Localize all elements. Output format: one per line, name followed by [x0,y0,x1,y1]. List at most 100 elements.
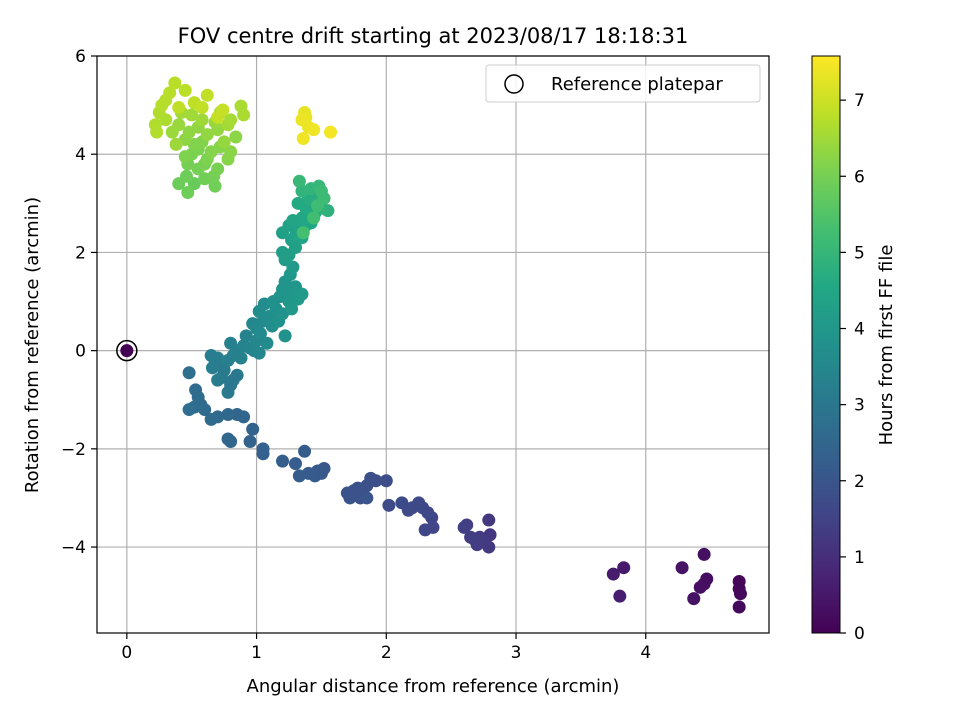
data-point [285,302,299,316]
x-tick-label: 4 [640,643,651,663]
data-point [693,580,707,594]
data-point [360,491,374,505]
data-point [246,422,260,436]
legend-label: Reference platepar [551,74,723,95]
y-axis-label: Rotation from reference (arcmin) [22,197,43,493]
data-point [260,336,274,350]
data-point [182,403,196,417]
data-point [239,329,253,343]
data-point [181,186,195,200]
data-point [208,179,222,193]
y-tick-label: 0 [75,342,86,362]
y-tick-label: 4 [75,145,86,165]
y-axis-ticks: −4 −2 0 2 4 6 [61,47,97,558]
data-point [217,135,231,149]
data-point [211,162,225,176]
data-point [613,589,627,603]
data-point [732,600,746,614]
legend-box [485,64,761,103]
data-point [296,131,310,145]
data-point [189,383,203,397]
x-tick-label: 3 [511,643,522,663]
data-point [276,454,290,468]
data-point [295,113,309,127]
data-point [675,561,689,575]
data-point [221,407,235,421]
y-tick-label: 2 [75,243,86,263]
y-tick-label: 6 [75,47,86,67]
data-point [234,351,248,365]
data-point [324,125,338,139]
data-point [278,329,292,343]
data-point [295,287,309,301]
data-point [253,326,267,340]
reference-platepar-marker [116,339,138,362]
data-point [169,137,183,151]
reference-data-point [120,344,134,358]
data-point [311,199,325,213]
data-points [148,76,747,614]
colorbar-ticks: 0 1 2 3 4 5 6 7 [840,91,865,644]
data-point [221,432,235,446]
data-point [150,125,164,139]
data-point [296,226,310,240]
data-point [733,587,747,601]
data-point [291,196,305,210]
x-tick-label: 1 [251,643,262,663]
data-point [292,469,306,483]
colorbar-tick-label: 0 [854,624,865,644]
data-point [379,474,393,488]
data-point [697,547,711,561]
data-point [204,412,218,426]
data-point [256,442,270,456]
colorbar-tick-label: 5 [854,243,865,263]
data-point [482,513,496,527]
y-tick-label: −4 [61,538,86,558]
data-point [178,83,192,97]
data-point [205,361,219,375]
colorbar-tick-label: 2 [854,472,865,492]
data-point [237,108,251,122]
data-point [288,457,302,471]
data-point [200,128,214,142]
legend-marker-icon [504,74,524,94]
reference-marker-layer [116,339,138,362]
plot-frame [96,55,770,634]
data-point [418,523,432,537]
colorbar-tick-label: 7 [854,91,865,111]
data-point [211,351,225,365]
data-point [178,150,192,164]
data-point [180,169,194,183]
x-tick-label: 0 [121,643,132,663]
data-point [224,113,238,127]
x-axis-label: Angular distance from reference (arcmin) [247,676,620,697]
colorbar [811,55,841,634]
data-point [464,530,478,544]
chart-title: FOV centre drift starting at 2023/08/17 … [178,24,689,48]
y-tick-label: −2 [61,440,86,460]
colorbar-tick-label: 3 [854,396,865,416]
data-point [292,174,306,188]
data-point [195,113,209,127]
data-point [195,101,209,115]
legend: Reference platepar [485,64,761,103]
data-point [168,76,182,90]
data-point [617,561,631,575]
data-point [163,86,177,100]
data-point [382,498,396,512]
colorbar-label: Hours from first FF file [876,245,897,446]
data-point [211,373,225,387]
data-point [457,520,471,534]
data-point [307,211,321,225]
data-point [243,434,257,448]
data-point [216,103,230,117]
data-point [298,444,312,458]
data-point [252,346,266,360]
data-point [165,125,179,139]
data-point [606,567,620,581]
data-point [395,496,409,510]
x-axis-ticks: 0 1 2 3 4 [121,633,651,663]
data-point [182,366,196,380]
